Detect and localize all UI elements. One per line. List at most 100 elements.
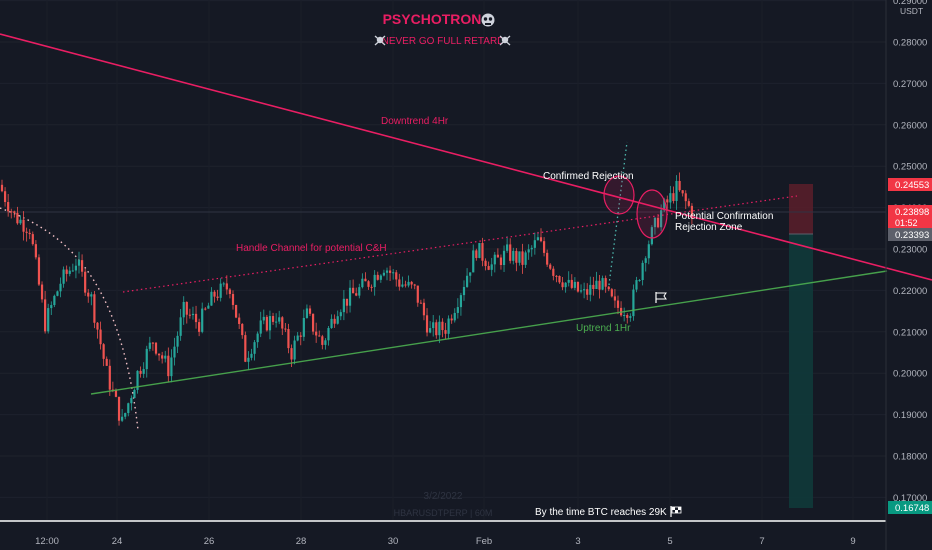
candle-body [549,264,552,269]
candle-body [253,342,256,354]
time-axis[interactable]: 12:00 24 26 28 30 Feb 3 5 7 9 [35,536,856,547]
candle-body [456,307,459,313]
price-tick-label: 0.23000 [893,245,927,256]
candle-body [382,272,386,276]
candle-body [194,313,198,323]
potential-rejection-circle[interactable] [636,189,668,239]
candle-body [148,342,151,349]
candle-body [493,254,496,265]
candle-body [213,291,216,297]
chart-grid [0,0,886,521]
candle-body [641,262,644,281]
candle-body [342,298,345,313]
current-price-badge: 0.23898 01:52 [888,205,932,229]
candle-body [388,270,392,273]
candle-body [262,316,265,321]
candle-body [74,265,78,271]
candle-body [62,269,65,284]
candle-body [367,281,370,287]
candle-body [225,283,228,290]
candle-body [690,205,694,219]
candle-body [361,278,364,288]
handle-channel-line[interactable] [122,195,798,293]
time-tick-label: 7 [759,536,764,547]
price-tick-label: 0.22000 [893,286,927,297]
candle-body [475,250,478,258]
candle-body [185,301,188,315]
candle-body [484,260,487,267]
candle-body [672,193,675,202]
candle-body [222,283,225,285]
candle-body [188,314,191,316]
candle-body [601,278,604,290]
header-title: PSYCHOTRON [383,11,482,27]
price-tick-label: 0.29000 [893,0,927,7]
candle-body [616,300,620,308]
candle-body [136,370,139,390]
price-tick-label: 0.18000 [893,452,927,463]
candle-body [299,335,302,337]
confirmed-rejection-circle[interactable] [603,175,635,215]
candle-body [77,260,81,266]
checkered-flag-icon [670,506,682,517]
candle-body [315,331,318,336]
downtrend-label: Downtrend 4Hr [381,116,449,127]
candle-body [145,348,148,370]
candle-body [53,295,56,306]
candle-body [173,346,176,358]
candle-body [666,199,669,203]
candle-body [244,335,247,362]
candle-body [247,357,250,362]
candle-body [179,317,182,336]
candle-body [450,318,453,321]
candle-body [407,281,410,286]
candle-body [539,237,543,242]
uptrend-line[interactable] [90,270,888,395]
candle-body [65,269,68,274]
candle-body [527,249,530,253]
candle-body [542,241,546,253]
downtrend-line[interactable] [0,33,932,281]
candle-body [191,313,195,316]
candle-body [604,278,607,287]
candle-body [330,318,333,329]
candle-body [502,250,506,266]
candle-body [629,316,632,318]
candle-body [653,217,657,228]
candle-body [533,240,536,248]
candle-body [592,284,595,290]
candle-body [56,291,59,296]
currency-label: USDT [900,6,923,16]
candle-body [607,286,610,290]
candle-body [650,227,653,245]
candle-body [308,308,312,314]
white-flag-icon [655,292,667,303]
candle-body [68,270,71,274]
stop-loss-zone[interactable] [789,184,813,234]
candle-body [632,289,635,317]
candle-body [595,280,598,290]
candle-body [583,289,586,291]
candle-body [151,342,155,344]
candle-body [512,250,515,261]
candle-body [250,353,253,358]
candle-body [327,328,330,341]
candle-body [201,308,204,332]
candle-body [422,302,426,316]
candle-body [687,201,690,206]
candle-body [287,328,290,349]
candle-body [379,275,382,280]
candle-body [469,272,472,276]
candle-body [3,191,7,203]
candle-body [644,258,647,263]
candle-body [130,398,133,404]
candle-body [293,340,296,360]
candle-body [114,390,118,397]
time-tick-label: Feb [476,536,492,547]
candle-body [87,292,90,297]
candle-body [558,275,561,283]
take-profit-zone[interactable] [789,234,813,508]
candle-body [139,370,142,374]
